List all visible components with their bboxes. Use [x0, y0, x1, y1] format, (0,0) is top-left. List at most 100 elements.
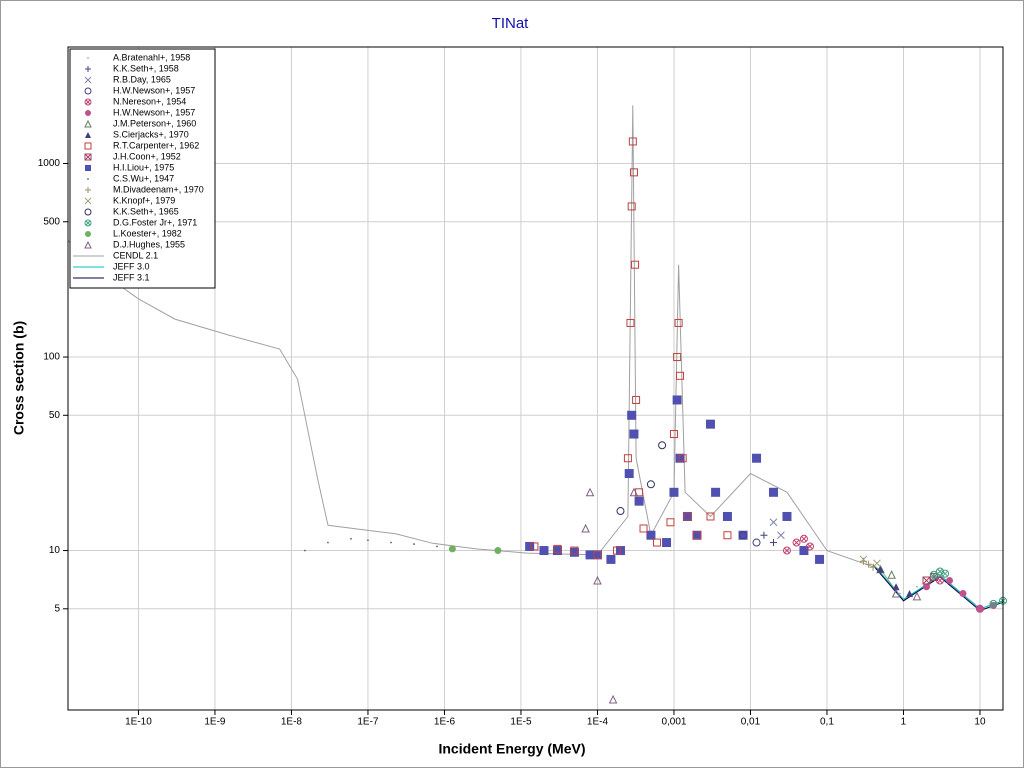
data-point	[705, 419, 715, 429]
ring	[782, 546, 791, 555]
data-point	[675, 453, 685, 463]
box	[634, 496, 644, 506]
data-point	[646, 480, 655, 489]
data-point	[989, 599, 998, 608]
data-point	[552, 546, 562, 556]
disc	[922, 583, 930, 591]
data-point	[929, 573, 938, 582]
data-point	[692, 531, 701, 540]
data-point	[593, 550, 602, 559]
data-point	[752, 453, 762, 463]
data-point	[350, 537, 352, 540]
data-point	[865, 560, 873, 568]
box	[627, 202, 636, 211]
tri	[581, 523, 590, 533]
tri	[876, 565, 884, 573]
data-point	[627, 410, 637, 420]
data-point	[906, 589, 914, 597]
data-point	[873, 559, 881, 568]
data-point	[606, 554, 616, 564]
box	[627, 410, 637, 420]
data-point	[639, 524, 648, 533]
legend-label: R.B.Day, 1965	[113, 74, 171, 84]
legend-label: M.Divadeenam+, 1970	[113, 184, 204, 194]
stroke	[85, 220, 91, 226]
data-point	[539, 546, 549, 556]
box	[85, 165, 91, 171]
tri	[912, 591, 922, 601]
data-point	[84, 87, 92, 95]
stroke	[84, 197, 92, 205]
data-point	[623, 454, 632, 463]
data-point	[84, 119, 92, 128]
stroke	[85, 99, 91, 105]
tri	[84, 240, 92, 249]
box	[705, 419, 715, 429]
ring	[739, 531, 748, 540]
legend-box	[69, 48, 216, 289]
data-point	[941, 569, 950, 578]
x-tick-label: 1E-6	[434, 717, 456, 728]
data-point	[624, 469, 634, 479]
data-point	[976, 605, 984, 613]
box	[593, 550, 602, 559]
x-axis-label: Incident Energy (MeV)	[438, 741, 585, 757]
data-point	[929, 570, 938, 579]
data-point	[84, 197, 92, 205]
stroke	[859, 555, 868, 564]
legend-label: N.Nereson+, 1954	[113, 96, 186, 106]
tri	[585, 487, 595, 497]
data-point	[711, 487, 721, 497]
box	[692, 531, 701, 540]
legend-label: H.I.Liou+, 1975	[113, 162, 174, 172]
ring	[658, 441, 667, 450]
tri	[84, 119, 92, 128]
box	[626, 318, 635, 327]
box	[682, 511, 692, 521]
box	[738, 530, 748, 540]
data-point	[304, 549, 306, 552]
legend-label: K.K.Seth+, 1965	[113, 206, 179, 216]
dot	[87, 178, 89, 180]
data-point	[891, 588, 901, 598]
data-point	[646, 530, 656, 540]
data-point	[627, 202, 636, 211]
data-point	[628, 137, 637, 146]
legend-label: L.Koester+, 1982	[113, 228, 182, 238]
box	[752, 453, 762, 463]
legend-label: D.G.Foster Jr+, 1971	[113, 217, 197, 227]
dot	[367, 539, 369, 542]
ring	[646, 480, 655, 489]
data-point	[682, 511, 692, 521]
y-tick-label: 1000	[38, 158, 61, 169]
data-point	[739, 531, 748, 540]
line-series	[872, 563, 1004, 610]
box	[639, 524, 648, 533]
box	[768, 487, 778, 497]
ring	[929, 570, 938, 579]
y-tick-label: 100	[43, 352, 60, 363]
box	[553, 544, 562, 553]
data-point	[448, 545, 456, 553]
box	[628, 137, 637, 146]
legend-label: K.K.Seth+, 1958	[113, 63, 179, 73]
box	[669, 487, 679, 497]
box	[675, 453, 685, 463]
disc	[85, 110, 91, 116]
y-axis-label: Cross section (b)	[11, 321, 27, 435]
tri	[608, 694, 618, 704]
data-point	[581, 523, 590, 533]
data-point	[629, 487, 639, 497]
legend-label: JEFF 3.1	[113, 272, 150, 282]
data-point	[626, 318, 635, 327]
ring	[989, 599, 998, 608]
data-point	[738, 530, 748, 540]
legend-label: H.W.Newson+, 1957	[113, 107, 195, 117]
data-point	[946, 577, 954, 585]
legend-label: A.Bratenahl+, 1958	[113, 52, 190, 62]
dot	[413, 543, 415, 545]
tri	[891, 588, 901, 598]
dot	[436, 545, 438, 548]
